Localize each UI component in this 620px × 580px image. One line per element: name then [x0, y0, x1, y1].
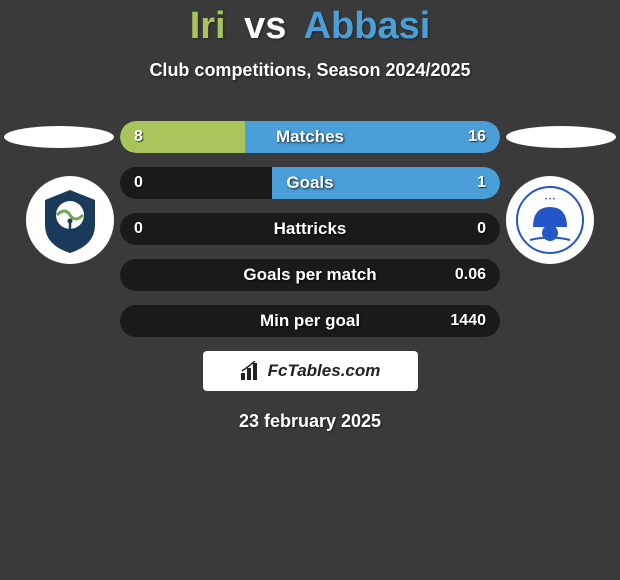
player1-club-badge [26, 176, 114, 264]
date-text: 23 february 2025 [0, 411, 620, 432]
dome-crest-icon: • • • [515, 185, 585, 255]
player2-color-ellipse [506, 126, 616, 148]
vs-text: vs [244, 5, 286, 47]
stat-row: 0Goals1 [120, 167, 500, 199]
bars-icon [240, 361, 262, 381]
player1-name: Iri [190, 5, 226, 47]
stat-value-right: 16 [468, 128, 486, 146]
player1-color-ellipse [4, 126, 114, 148]
stat-row: 8Matches16 [120, 121, 500, 153]
stat-row: 0Hattricks0 [120, 213, 500, 245]
stat-label: Matches [120, 127, 500, 147]
stat-label: Goals per match [120, 265, 500, 285]
stat-value-right: 1 [477, 174, 486, 192]
stat-value-right: 1440 [450, 312, 486, 330]
stat-label: Hattricks [120, 219, 500, 239]
stat-label: Goals [120, 173, 500, 193]
page-title: Iri vs Abbasi [0, 5, 620, 48]
stats-container: 8Matches160Goals10Hattricks0Goals per ma… [120, 121, 500, 337]
subtitle: Club competitions, Season 2024/2025 [0, 60, 620, 81]
brand-box[interactable]: FcTables.com [203, 351, 418, 391]
stat-label: Min per goal [120, 311, 500, 331]
player2-club-badge: • • • [506, 176, 594, 264]
stat-value-right: 0 [477, 220, 486, 238]
svg-text:• • •: • • • [545, 197, 555, 203]
stat-row: Goals per match0.06 [120, 259, 500, 291]
player2-name: Abbasi [304, 5, 431, 47]
stat-row: Min per goal1440 [120, 305, 500, 337]
brand-text: FcTables.com [268, 361, 381, 381]
stat-value-right: 0.06 [455, 266, 486, 284]
anchor-crest-icon [35, 185, 105, 255]
